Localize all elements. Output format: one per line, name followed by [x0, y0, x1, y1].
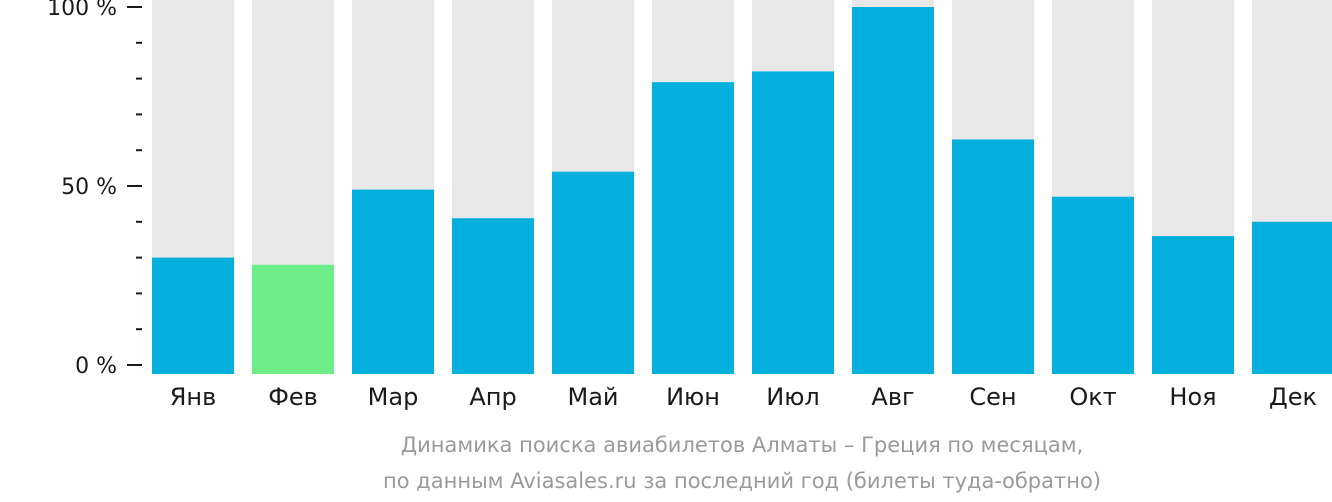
data-bars [152, 7, 1332, 375]
bar [552, 171, 634, 374]
x-tick-label: Фев [268, 383, 318, 411]
caption-line-2: по данным Aviasales.ru за последний год … [383, 469, 1101, 493]
bar [1052, 196, 1134, 374]
x-axis-labels: Янв Фев Мар Апр Май Июн Июл Авг Сен Окт Ноя Дек [170, 383, 1317, 411]
x-tick-label: Мар [368, 383, 419, 411]
x-tick-label: Окт [1069, 383, 1116, 411]
x-tick-label: Ноя [1169, 383, 1216, 411]
x-tick-label: Июл [766, 383, 820, 411]
x-tick-label: Май [567, 383, 618, 411]
bar [352, 189, 434, 374]
y-axis: 0 % 50 % 100 % [47, 0, 142, 379]
caption-line-1: Динамика поиска авиабилетов Алматы – Гре… [401, 433, 1084, 457]
y-tick-label: 50 % [61, 175, 117, 200]
x-tick-label: Сен [969, 383, 1016, 411]
bar [952, 139, 1034, 374]
bar [1252, 221, 1332, 374]
bar [152, 257, 234, 374]
x-tick-label: Янв [170, 383, 217, 411]
y-tick-label: 0 % [75, 354, 117, 379]
bar [852, 7, 934, 374]
x-tick-label: Апр [469, 383, 516, 411]
bar [752, 71, 834, 374]
bar [252, 264, 334, 374]
bar [652, 82, 734, 375]
x-tick-label: Июн [666, 383, 720, 411]
x-tick-label: Авг [871, 383, 914, 411]
y-tick-label: 100 % [47, 0, 117, 21]
bar [1152, 236, 1234, 374]
bar [452, 218, 534, 374]
x-tick-label: Дек [1269, 383, 1317, 411]
